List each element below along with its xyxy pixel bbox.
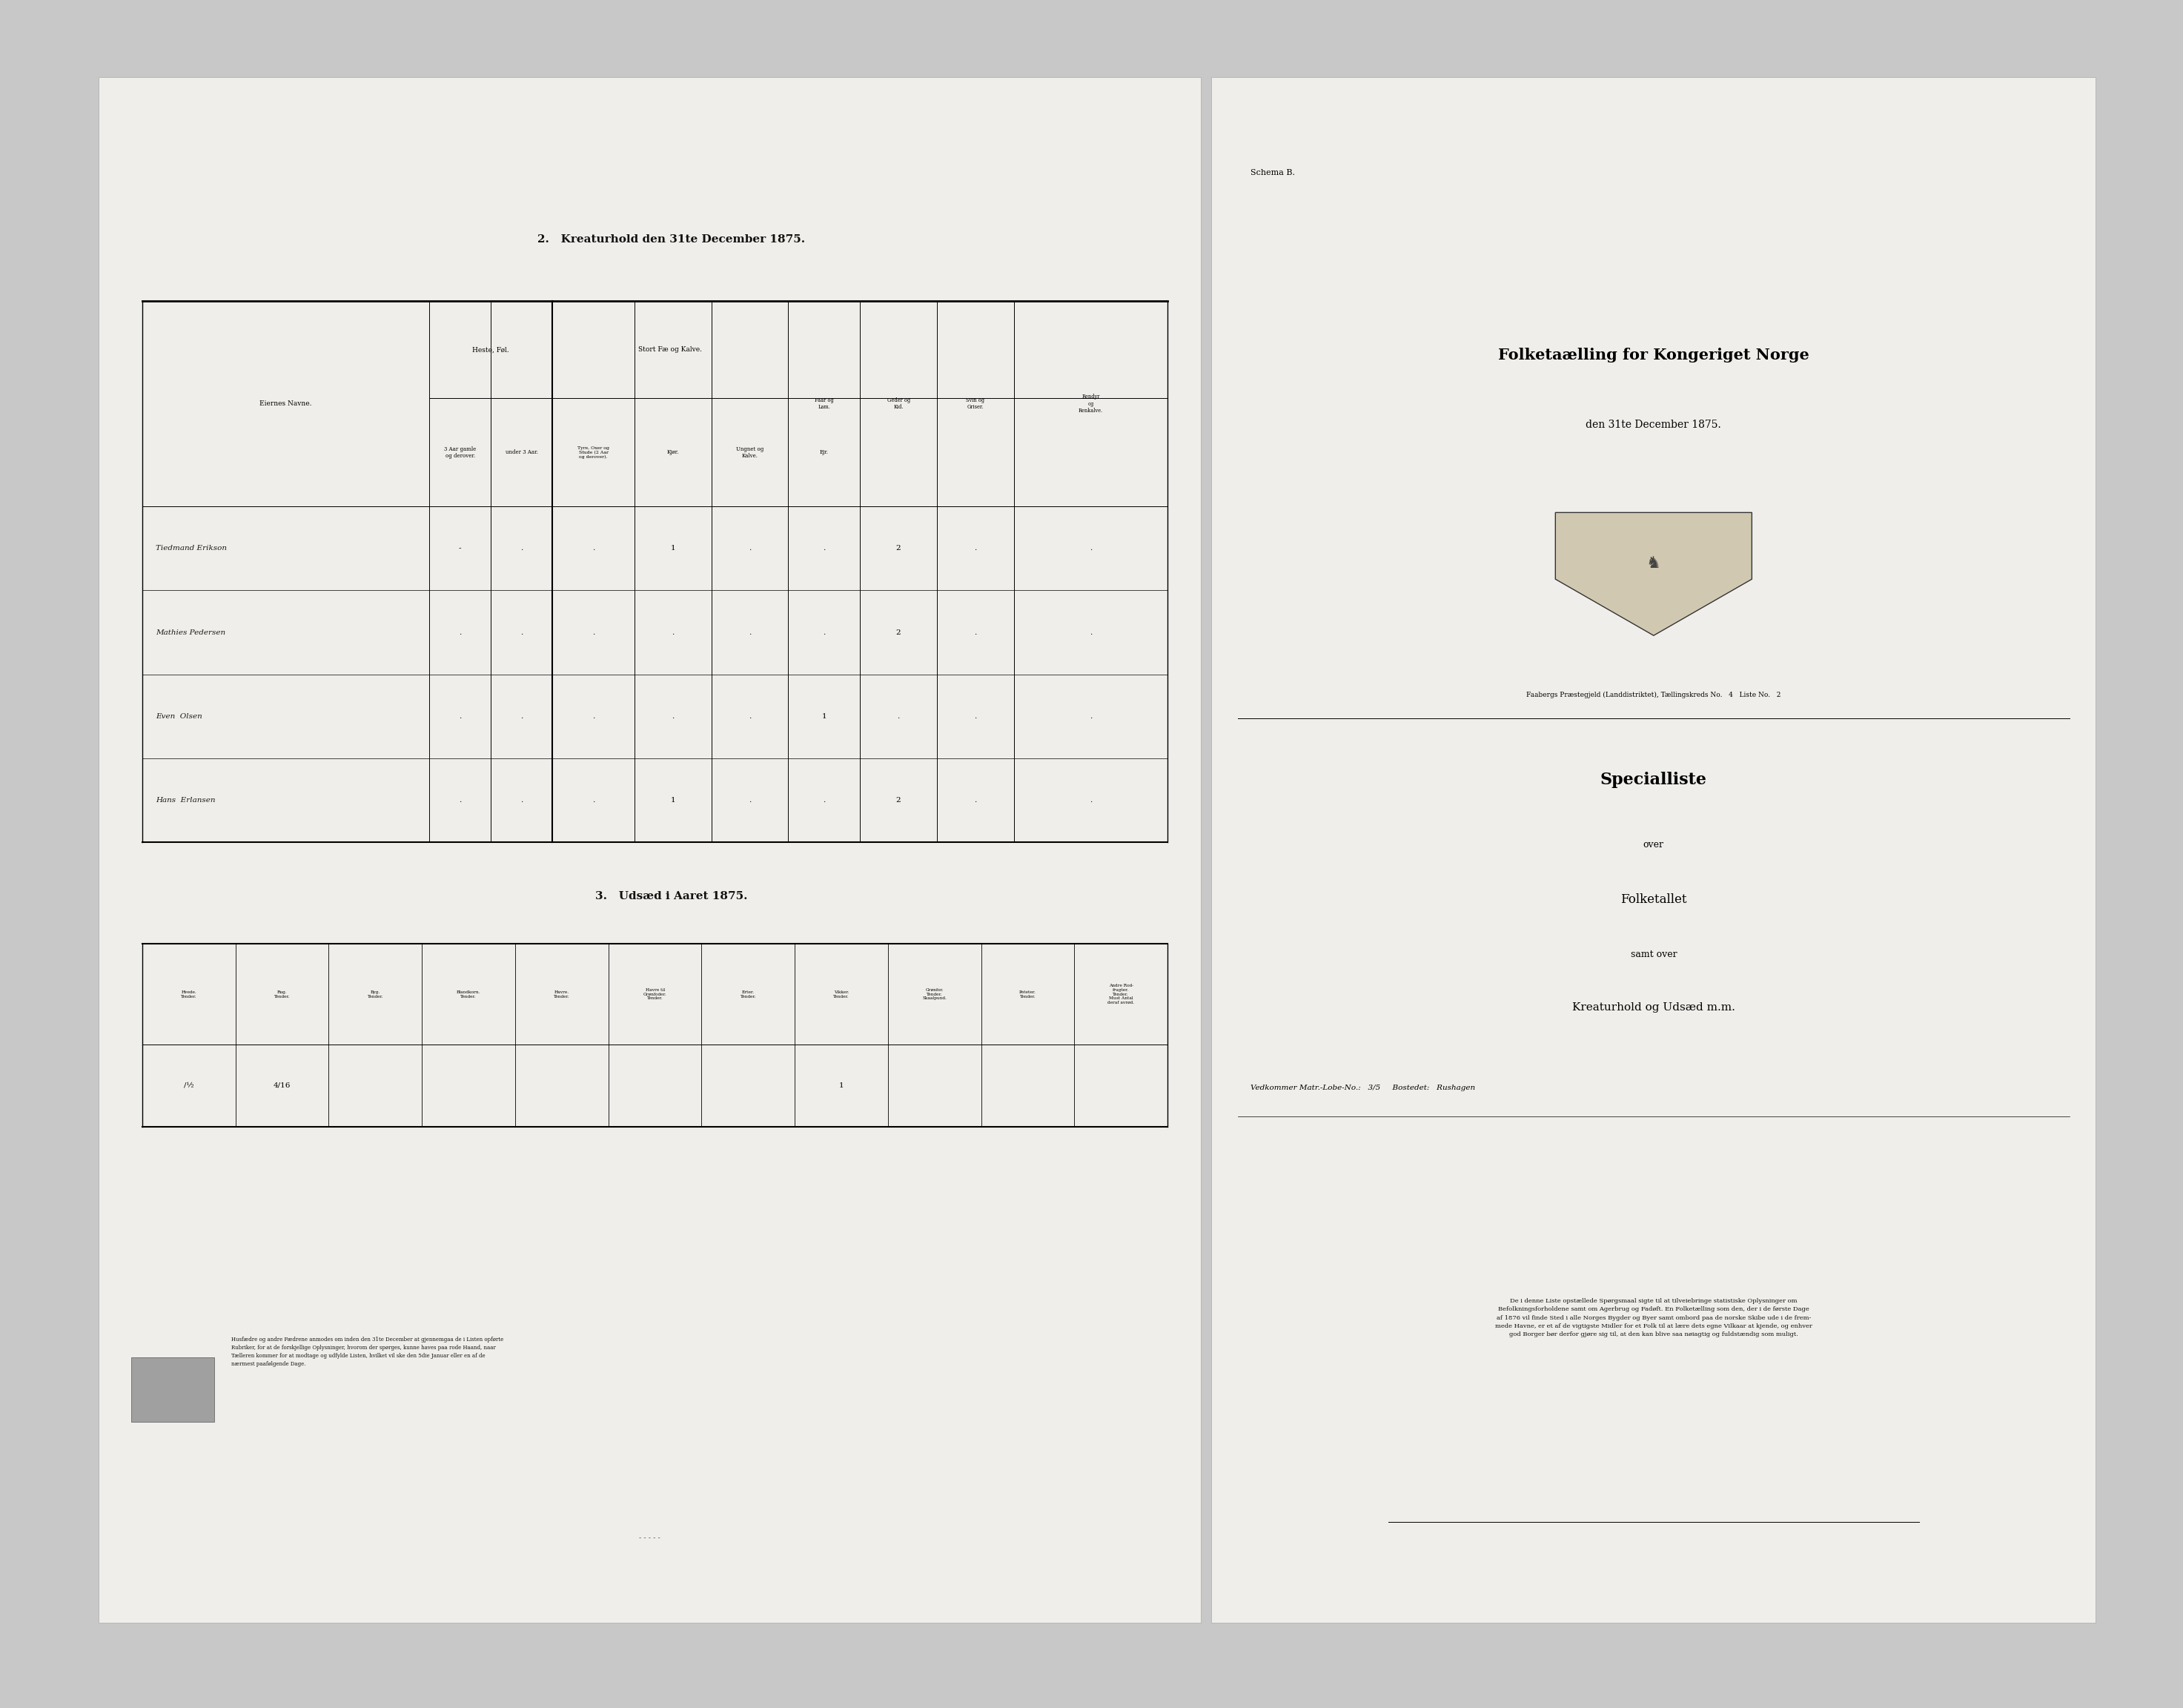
Text: Havre.
Tender.: Havre. Tender. xyxy=(554,991,570,997)
Bar xyxy=(1212,77,2096,1623)
Text: .: . xyxy=(974,796,976,803)
Text: Faar og
Lam.: Faar og Lam. xyxy=(814,398,834,410)
Text: Ejr.: Ejr. xyxy=(819,449,830,456)
Text: 3 Aar gamle
og derover.: 3 Aar gamle og derover. xyxy=(443,446,476,459)
Text: .: . xyxy=(520,545,524,552)
Text: .: . xyxy=(897,712,899,719)
Text: Andre Rod-
frugter.
Tender.
Must Antal
deraf avrød.: Andre Rod- frugter. Tender. Must Antal d… xyxy=(1107,984,1135,1004)
Text: Poteter.
Tender.: Poteter. Tender. xyxy=(1019,991,1037,997)
Text: 1: 1 xyxy=(838,1083,845,1090)
Text: .: . xyxy=(974,712,976,719)
Text: Rendyr
og
Renkalve.: Rendyr og Renkalve. xyxy=(1078,395,1102,413)
Text: Tiedmand Erikson: Tiedmand Erikson xyxy=(155,545,227,552)
Text: Ungnet og
Kalve.: Ungnet og Kalve. xyxy=(736,446,764,459)
Text: Kjør.: Kjør. xyxy=(666,449,679,456)
Text: 1: 1 xyxy=(670,545,675,552)
Text: Erter.
Tender.: Erter. Tender. xyxy=(740,991,755,997)
Text: 1: 1 xyxy=(670,796,675,803)
Text: .: . xyxy=(458,712,461,719)
Text: Faabergs Præstegjeld (Landdistriktet), Tællingskreds No.   4   Liste No.   2: Faabergs Præstegjeld (Landdistriktet), T… xyxy=(1526,692,1781,699)
Text: .: . xyxy=(672,712,675,719)
Text: 2.   Kreaturhold den 31te December 1875.: 2. Kreaturhold den 31te December 1875. xyxy=(537,234,806,244)
Text: ♞: ♞ xyxy=(1646,557,1661,570)
Text: -: - xyxy=(458,545,461,552)
Text: .: . xyxy=(592,712,594,719)
Text: Havre til
Grønfoder.
Tender.: Havre til Grønfoder. Tender. xyxy=(644,987,666,1001)
Text: .: . xyxy=(592,545,594,552)
Text: Hvede.
Tender.: Hvede. Tender. xyxy=(181,991,196,997)
Text: Geder og
Kid.: Geder og Kid. xyxy=(886,398,910,410)
Text: Folketallet: Folketallet xyxy=(1620,893,1687,905)
Text: Byg.
Tender.: Byg. Tender. xyxy=(367,991,384,997)
Text: De i denne Liste opstællede Spørgsmaal sigte til at tilveiebringe statistiske Op: De i denne Liste opstællede Spørgsmaal s… xyxy=(1495,1298,1812,1337)
Text: Even  Olsen: Even Olsen xyxy=(155,712,203,719)
Text: 2: 2 xyxy=(895,796,902,803)
Text: .: . xyxy=(749,629,751,635)
Text: .: . xyxy=(749,545,751,552)
Text: Eiernes Navne.: Eiernes Navne. xyxy=(260,400,312,407)
Text: .: . xyxy=(592,796,594,803)
Text: .: . xyxy=(749,796,751,803)
Text: Stort Fæ og Kalve.: Stort Fæ og Kalve. xyxy=(637,347,703,354)
Text: 2: 2 xyxy=(895,545,902,552)
Text: Mathies Pedersen: Mathies Pedersen xyxy=(155,629,225,635)
Text: .: . xyxy=(592,629,594,635)
Text: Blandkorn.
Tender.: Blandkorn. Tender. xyxy=(456,991,480,997)
Text: Schema B.: Schema B. xyxy=(1251,169,1295,176)
Text: .: . xyxy=(823,629,825,635)
Text: .: . xyxy=(974,629,976,635)
Text: samt over: samt over xyxy=(1631,950,1677,960)
Text: .: . xyxy=(1089,712,1092,719)
Text: Svin og
Griser.: Svin og Griser. xyxy=(967,398,985,410)
Text: .: . xyxy=(1089,796,1092,803)
Text: 2: 2 xyxy=(895,629,902,635)
Text: 4/16: 4/16 xyxy=(273,1083,290,1090)
Text: .: . xyxy=(749,712,751,719)
Text: .: . xyxy=(823,545,825,552)
Bar xyxy=(98,77,1201,1623)
Text: Hans  Erlansen: Hans Erlansen xyxy=(155,796,216,803)
Text: .: . xyxy=(823,796,825,803)
Text: .: . xyxy=(458,796,461,803)
Text: Folketaælling for Kongeriget Norge: Folketaælling for Kongeriget Norge xyxy=(1498,348,1810,362)
Text: Vedkommer Matr.-Lobe-No.:   3/5     Bostedet:   Rushagen: Vedkommer Matr.-Lobe-No.: 3/5 Bostedet: … xyxy=(1251,1085,1476,1091)
Text: .: . xyxy=(520,629,524,635)
Text: Rug.
Tender.: Rug. Tender. xyxy=(275,991,290,997)
Text: .: . xyxy=(1089,629,1092,635)
Text: 1: 1 xyxy=(821,712,827,719)
Text: over: over xyxy=(1644,840,1663,851)
Text: .: . xyxy=(458,629,461,635)
Text: Kreaturhold og Udsæd m.m.: Kreaturhold og Udsæd m.m. xyxy=(1572,1003,1735,1013)
Text: .: . xyxy=(1089,545,1092,552)
Text: Grønfor.
Tender.
Skaalpund.: Grønfor. Tender. Skaalpund. xyxy=(923,987,947,1001)
Text: Heste, Føl.: Heste, Føl. xyxy=(472,347,509,354)
Text: /½: /½ xyxy=(183,1083,194,1090)
Text: .: . xyxy=(672,629,675,635)
Text: .: . xyxy=(520,712,524,719)
Text: - - - - -: - - - - - xyxy=(640,1534,659,1541)
Text: Specialliste: Specialliste xyxy=(1600,772,1707,789)
Text: Vikker.
Tender.: Vikker. Tender. xyxy=(834,991,849,997)
Text: den 31te December 1875.: den 31te December 1875. xyxy=(1585,420,1722,430)
Text: Husfædre og andre Fædrene anmodes om inden den 31te December at gjennemgaa de i : Husfædre og andre Fædrene anmodes om ind… xyxy=(231,1337,504,1366)
Text: under 3 Aar.: under 3 Aar. xyxy=(506,449,537,456)
Bar xyxy=(131,1358,214,1423)
Text: .: . xyxy=(520,796,524,803)
Text: .: . xyxy=(974,545,976,552)
Polygon shape xyxy=(1554,512,1753,635)
Text: 3.   Udsæd i Aaret 1875.: 3. Udsæd i Aaret 1875. xyxy=(596,892,747,902)
Text: Tyre, Oxer og
Stude (2 Aar
og derover).: Tyre, Oxer og Stude (2 Aar og derover). xyxy=(578,446,609,459)
